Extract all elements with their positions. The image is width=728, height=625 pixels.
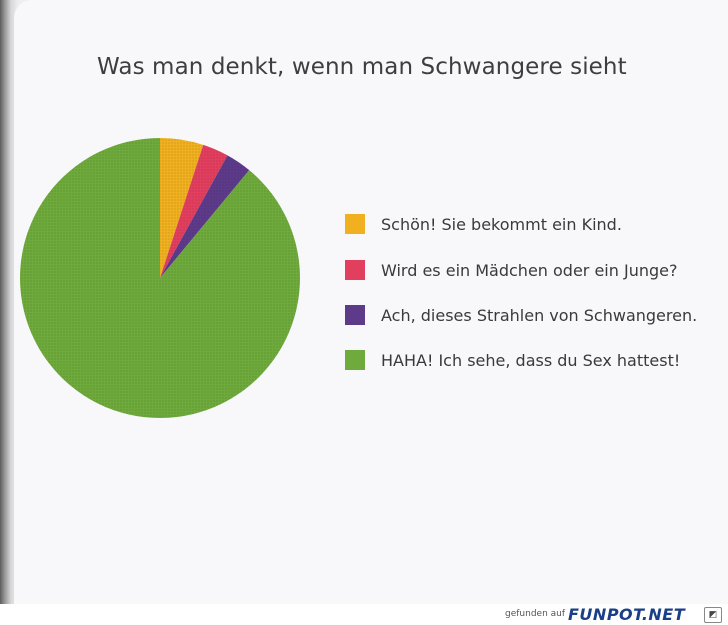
legend-swatch <box>345 260 365 280</box>
legend-label: Schön! Sie bekommt ein Kind. <box>381 214 622 234</box>
pie-slice-texture <box>160 138 204 278</box>
pie-chart <box>20 138 300 419</box>
legend-item: Ach, dieses Strahlen von Schwangeren. <box>345 303 697 327</box>
badge-icon: ◩ <box>704 607 722 623</box>
legend-item: HAHA! Ich sehe, dass du Sex hattest! <box>345 348 680 372</box>
pie-slice-texture <box>160 144 228 278</box>
legend-item: Wird es ein Mädchen oder ein Junge? <box>345 258 677 282</box>
legend-item: Schön! Sie bekommt ein Kind. <box>345 212 622 236</box>
funpot-logo[interactable]: FUNPOT.NET <box>568 605 686 624</box>
legend-swatch <box>345 214 365 234</box>
legend-swatch <box>345 350 365 370</box>
pie-slice-texture <box>20 138 300 419</box>
legend-label: HAHA! Ich sehe, dass du Sex hattest! <box>381 350 681 370</box>
page-background <box>0 0 728 604</box>
legend-label: Wird es ein Mädchen oder ein Junge? <box>381 260 678 280</box>
pie-slice-texture <box>160 155 250 278</box>
chart-title: Was man denkt, wenn man Schwangere sieht <box>97 54 627 80</box>
legend-swatch <box>345 305 365 325</box>
legend-label: Ach, dieses Strahlen von Schwangeren. <box>381 305 698 325</box>
footer-found-on: gefunden auf <box>505 609 566 619</box>
footer-bar: gefunden auf FUNPOT.NET ◩ <box>0 604 728 625</box>
